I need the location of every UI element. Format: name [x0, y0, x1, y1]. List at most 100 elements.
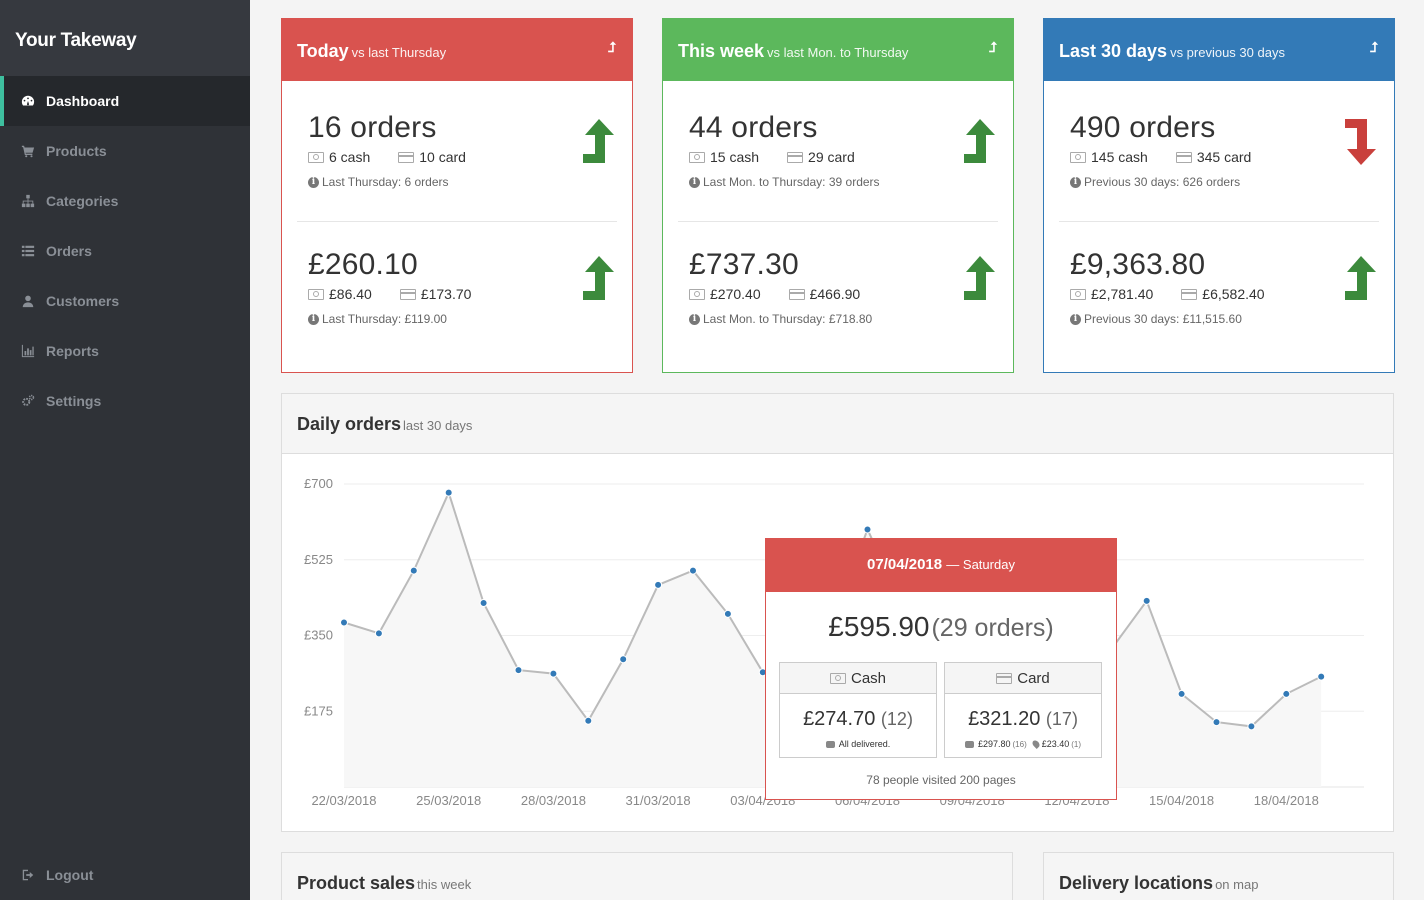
sidebar-item-customers[interactable]: Customers: [0, 276, 250, 326]
data-point: [1142, 596, 1151, 605]
panel-subtitle: on map: [1215, 877, 1259, 892]
sidebar-item-categories[interactable]: Categories: [0, 176, 250, 226]
credit-card-icon: [399, 288, 416, 300]
trend-up-icon: [583, 256, 614, 300]
comparison-note: Last Thursday: 6 orders: [322, 175, 449, 189]
trend-down-icon: [1345, 119, 1376, 165]
tooltip-order-count: (29 orders): [931, 614, 1054, 642]
map-marker-icon: [1030, 739, 1041, 749]
cash-count: 6 cash: [329, 149, 371, 165]
info-icon: i: [308, 313, 319, 325]
card-title: This week: [678, 41, 765, 61]
revenue-total: £737.30: [689, 248, 799, 281]
comparison-note: Previous 30 days: £11,515.60: [1084, 312, 1242, 326]
data-point: [1212, 718, 1221, 727]
y-tick-label: £175: [304, 703, 333, 718]
credit-card-icon: [787, 151, 804, 163]
cogs-icon: [20, 394, 36, 408]
revenue-total: £9,363.80: [1070, 248, 1206, 281]
logout-label: Logout: [46, 867, 94, 883]
card-amount: £6,582.40: [1202, 286, 1265, 302]
sitemap-icon: [20, 194, 36, 208]
logout-link[interactable]: Logout: [0, 850, 250, 900]
data-point: [514, 666, 523, 675]
sidebar-item-label: Dashboard: [46, 93, 120, 109]
tooltip-card-box: Card £321.20 (17) £297.80 (16) £23.40 (1): [944, 662, 1102, 758]
card-header: This week vs last Mon. to Thursday ⮥: [663, 19, 1013, 81]
sidebar-item-dashboard[interactable]: Dashboard: [0, 76, 250, 126]
external-link-icon[interactable]: ⮥: [607, 39, 616, 55]
comparison-note: Last Mon. to Thursday: £718.80: [703, 312, 873, 326]
trend-up-icon: [583, 119, 614, 163]
car-icon: [964, 740, 974, 748]
user-icon: [20, 294, 36, 308]
info-icon: i: [689, 176, 700, 188]
cash-amount: £86.40: [329, 286, 372, 302]
orders-count: 16 orders: [308, 111, 437, 144]
panel-title: Daily orders: [297, 414, 402, 434]
data-point: [1177, 689, 1186, 698]
sidebar-item-orders[interactable]: Orders: [0, 226, 250, 276]
panel-title: Delivery locations: [1059, 873, 1214, 893]
car-icon: [825, 740, 835, 748]
data-point: [340, 618, 348, 627]
list-icon: [20, 244, 36, 258]
revenue-stat: £260.10 £86.40 £173.70 i Last Thursday: £…: [297, 221, 617, 367]
credit-card-icon: [1181, 288, 1198, 300]
cash-icon: [1070, 151, 1086, 163]
tooltip-visits: 78 people visited 200 pages: [866, 773, 1016, 787]
data-point: [549, 669, 558, 678]
card-value: £321.20: [968, 708, 1041, 730]
sidebar-item-settings[interactable]: Settings: [0, 376, 250, 426]
cash-count: 15 cash: [710, 149, 760, 165]
data-point: [1282, 689, 1291, 698]
brand-title[interactable]: Your Takeway: [0, 0, 250, 76]
sidebar: Your Takeway Dashboard Products Categori…: [0, 0, 250, 900]
x-tick-label: 22/03/2018: [311, 793, 376, 808]
tooltip-header: 07/04/2018 — Saturday: [766, 539, 1116, 592]
panel-title: Product sales: [297, 873, 416, 893]
card-label: Card: [1017, 669, 1050, 687]
stat-card-today: Today vs last Thursday ⮥ 16 orders 6 cash…: [281, 18, 633, 373]
card-pickup-count: (1): [1071, 739, 1082, 749]
tooltip-total: £595.90: [828, 611, 930, 642]
y-tick-label: £525: [304, 552, 333, 567]
card-subtitle: vs previous 30 days: [1170, 45, 1285, 60]
sidebar-item-label: Categories: [46, 193, 119, 209]
delivery-locations-panel: Delivery locations on map: [1043, 852, 1394, 900]
data-point: [374, 629, 383, 638]
sidebar-item-label: Reports: [46, 343, 99, 359]
cash-icon: [308, 151, 324, 163]
info-icon: i: [308, 176, 319, 188]
credit-card-icon: [1175, 151, 1192, 163]
dashboard-icon: [20, 94, 36, 108]
data-point: [654, 580, 663, 589]
y-tick-label: £350: [304, 628, 333, 643]
cart-icon: [20, 144, 36, 158]
comparison-note: Last Thursday: £119.00: [322, 312, 447, 326]
credit-card-icon: [398, 151, 415, 163]
external-link-icon[interactable]: ⮥: [988, 39, 997, 55]
data-point: [444, 488, 453, 497]
sidebar-item-reports[interactable]: Reports: [0, 326, 250, 376]
cash-amount: £270.40: [710, 286, 761, 302]
x-tick-label: 25/03/2018: [416, 793, 481, 808]
data-point: [1317, 672, 1326, 681]
cash-value: £274.70: [803, 708, 876, 730]
sidebar-item-products[interactable]: Products: [0, 126, 250, 176]
stat-card-week: This week vs last Mon. to Thursday ⮥ 44 o…: [662, 18, 1014, 373]
trend-up-icon: [964, 119, 995, 163]
credit-card-icon: [788, 288, 805, 300]
orders-stat: 16 orders 6 cash 10 card i Last Thursday:…: [297, 81, 617, 221]
x-tick-label: 28/03/2018: [521, 793, 586, 808]
card-header: Today vs last Thursday ⮥: [282, 19, 632, 81]
cash-icon: [1070, 288, 1086, 300]
orders-count: 44 orders: [689, 111, 818, 144]
credit-card-icon: [996, 672, 1013, 684]
cash-amount: £2,781.40: [1091, 286, 1154, 302]
stat-card-30-days: Last 30 days vs previous 30 days ⮥ 490 or…: [1043, 18, 1395, 373]
external-link-icon[interactable]: ⮥: [1369, 39, 1378, 55]
revenue-total: £260.10: [308, 248, 418, 281]
card-count: 29 card: [808, 149, 855, 165]
data-point: [689, 566, 697, 575]
